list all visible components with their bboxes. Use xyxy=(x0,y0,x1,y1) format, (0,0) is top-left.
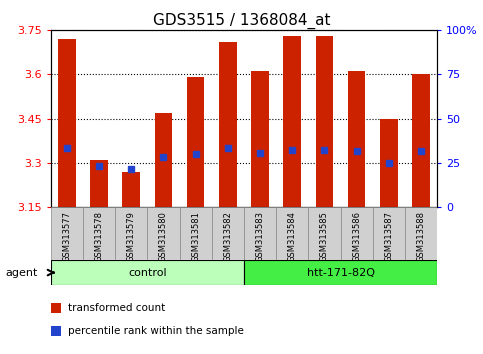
Bar xyxy=(284,36,301,207)
Text: GSM313582: GSM313582 xyxy=(223,211,232,262)
Bar xyxy=(212,207,244,260)
Bar xyxy=(180,207,212,260)
Bar xyxy=(147,207,180,260)
Bar xyxy=(51,260,244,285)
Bar xyxy=(244,207,276,260)
Text: GSM313586: GSM313586 xyxy=(352,211,361,262)
Bar xyxy=(83,207,115,260)
Bar xyxy=(276,207,308,260)
Text: GDS3515 / 1368084_at: GDS3515 / 1368084_at xyxy=(153,12,330,29)
Text: agent: agent xyxy=(6,268,38,278)
Bar xyxy=(412,74,430,207)
Bar xyxy=(251,72,269,207)
Text: percentile rank within the sample: percentile rank within the sample xyxy=(68,326,243,336)
Text: GSM313581: GSM313581 xyxy=(191,211,200,262)
Bar xyxy=(187,77,204,207)
Bar xyxy=(115,207,147,260)
Text: GSM313585: GSM313585 xyxy=(320,211,329,262)
Bar xyxy=(90,160,108,207)
Text: GSM313580: GSM313580 xyxy=(159,211,168,262)
Bar xyxy=(308,207,341,260)
Bar xyxy=(405,207,437,260)
Bar xyxy=(155,113,172,207)
Bar xyxy=(380,119,398,207)
Text: GSM313583: GSM313583 xyxy=(256,211,265,262)
Bar xyxy=(315,36,333,207)
Text: GSM313587: GSM313587 xyxy=(384,211,393,262)
Text: GSM313579: GSM313579 xyxy=(127,211,136,262)
Text: GSM313578: GSM313578 xyxy=(95,211,103,262)
Text: control: control xyxy=(128,268,167,278)
Bar xyxy=(58,39,76,207)
Bar xyxy=(341,207,373,260)
Bar xyxy=(51,207,83,260)
Bar xyxy=(348,72,366,207)
Text: GSM313588: GSM313588 xyxy=(416,211,426,262)
Text: htt-171-82Q: htt-171-82Q xyxy=(307,268,374,278)
Bar xyxy=(122,172,140,207)
Text: GSM313577: GSM313577 xyxy=(62,211,71,262)
Text: GSM313584: GSM313584 xyxy=(288,211,297,262)
Bar xyxy=(244,260,437,285)
Bar xyxy=(219,42,237,207)
Text: transformed count: transformed count xyxy=(68,303,165,313)
Bar xyxy=(373,207,405,260)
